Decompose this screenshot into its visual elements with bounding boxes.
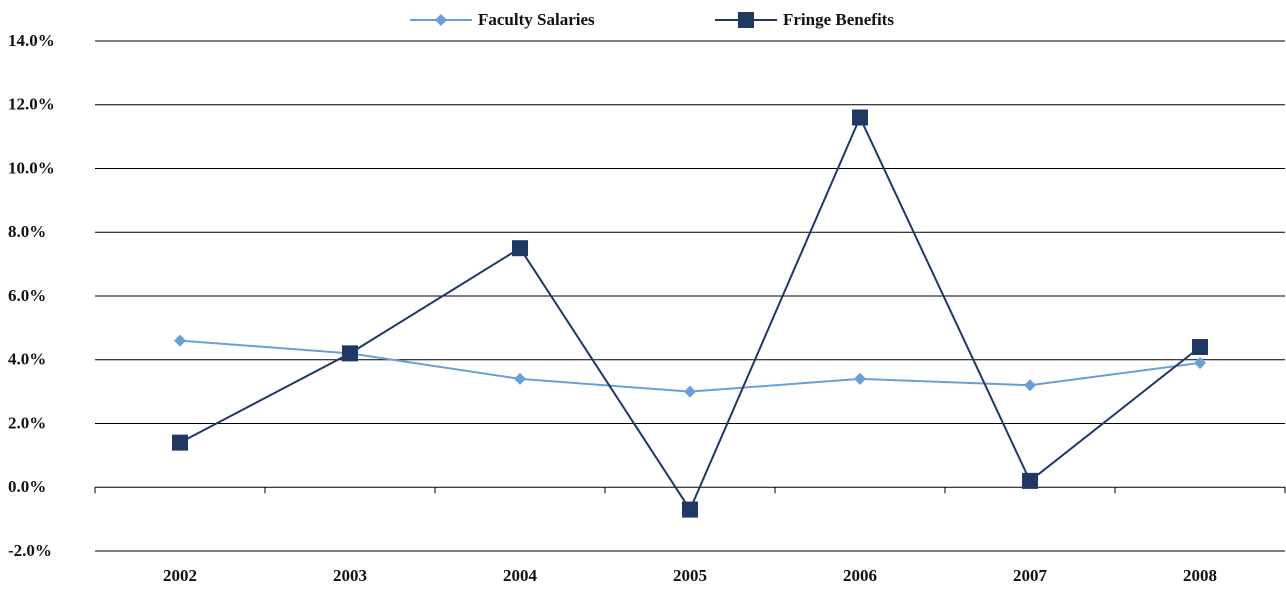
x-tick-label: 2002 — [163, 566, 197, 585]
x-tick-label: 2004 — [503, 566, 538, 585]
data-point — [1022, 472, 1038, 489]
data-point — [342, 345, 358, 362]
data-point — [1024, 379, 1036, 392]
x-tick-label: 2003 — [333, 566, 367, 585]
data-point — [852, 109, 868, 126]
data-point — [1194, 356, 1206, 369]
data-point — [684, 385, 696, 398]
x-tick-label: 2007 — [1013, 566, 1048, 585]
y-tick-label: 14.0% — [8, 31, 55, 50]
data-point — [682, 501, 698, 518]
y-tick-label: 8.0% — [8, 222, 46, 241]
legend-marker — [435, 14, 447, 26]
legend-label: Faculty Salaries — [478, 10, 595, 29]
data-point — [172, 434, 188, 451]
legend-marker — [738, 12, 754, 28]
x-tick-label: 2005 — [673, 566, 707, 585]
y-tick-label: 12.0% — [8, 95, 55, 114]
y-tick-label: 6.0% — [8, 286, 46, 305]
y-tick-label: 4.0% — [8, 350, 46, 369]
data-point — [514, 372, 526, 385]
y-tick-label: 0.0% — [8, 477, 46, 496]
data-point — [512, 240, 528, 257]
y-tick-label: 2.0% — [8, 413, 46, 432]
y-tick-label: -2.0% — [8, 541, 52, 560]
data-point — [174, 334, 186, 347]
data-point — [854, 372, 866, 385]
y-tick-label: 10.0% — [8, 158, 55, 177]
series-line — [179, 115, 1201, 512]
legend-label: Fringe Benefits — [783, 10, 894, 29]
series-line — [179, 339, 1201, 393]
data-point — [1192, 339, 1208, 355]
x-tick-label: 2008 — [1183, 566, 1217, 585]
x-tick-label: 2006 — [843, 566, 877, 585]
